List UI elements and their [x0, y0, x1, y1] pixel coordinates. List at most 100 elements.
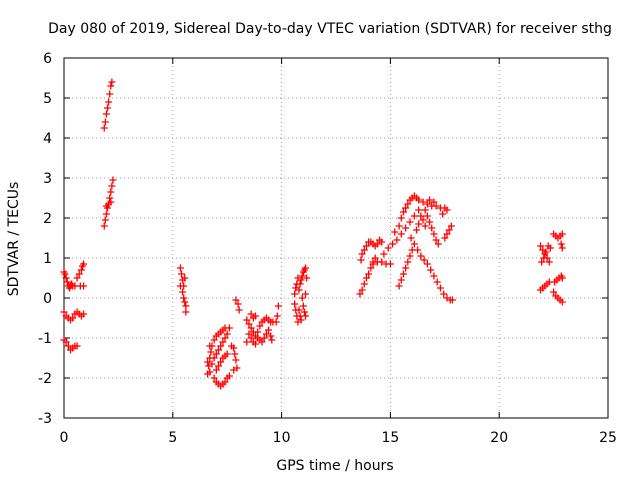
- data-point-marker: [430, 198, 438, 206]
- data-point-marker: [408, 246, 416, 254]
- data-point-marker: [436, 284, 444, 292]
- data-point-marker: [223, 350, 231, 358]
- data-point-marker: [423, 200, 431, 208]
- data-point-marker: [542, 248, 550, 256]
- data-point-marker: [421, 222, 429, 230]
- data-point-marker: [297, 316, 305, 324]
- data-point-marker: [356, 290, 364, 298]
- data-point-marker: [291, 290, 299, 298]
- data-point-marker: [225, 372, 233, 380]
- data-point-marker: [430, 272, 438, 280]
- data-point-marker: [108, 182, 116, 190]
- data-point-marker: [434, 240, 442, 248]
- data-point-marker: [232, 356, 240, 364]
- data-point-marker: [415, 206, 423, 214]
- data-point-marker: [540, 254, 548, 262]
- data-point-marker: [217, 358, 225, 366]
- data-point-marker: [297, 276, 305, 284]
- data-point-marker: [60, 308, 68, 316]
- data-point-marker: [386, 260, 394, 268]
- plot-frame: [63, 57, 609, 419]
- data-point-marker: [439, 210, 447, 218]
- data-point-marker: [272, 318, 280, 326]
- data-point-marker: [102, 202, 110, 210]
- data-point-marker: [550, 288, 558, 296]
- data-point-marker: [63, 278, 71, 286]
- data-point-marker: [428, 224, 436, 232]
- data-point-marker: [210, 354, 218, 362]
- data-point-marker: [256, 322, 264, 330]
- data-point-marker: [367, 264, 375, 272]
- data-point-marker: [73, 342, 81, 350]
- data-point-marker: [421, 206, 429, 214]
- data-point-marker: [537, 242, 545, 250]
- data-point-marker: [80, 260, 88, 268]
- data-point-marker: [380, 250, 388, 258]
- data-point-marker: [397, 214, 405, 222]
- chart-title: Day 080 of 2019, Sidereal Day-to-day VTE…: [48, 21, 612, 37]
- data-point-marker: [214, 346, 222, 354]
- data-point-marker: [254, 328, 262, 336]
- axis-ticks: 0 5 10 15 20 25 -3 -2 -1 0 1 2 3 4 5 6: [38, 51, 617, 446]
- data-point-marker: [219, 338, 227, 346]
- data-point-marker: [440, 290, 448, 298]
- x-tick-label: 20: [490, 430, 508, 446]
- data-point-marker: [402, 204, 410, 212]
- y-tick-label: 2: [43, 211, 52, 227]
- data-point-marker: [432, 236, 440, 244]
- data-point-marker: [243, 316, 251, 324]
- data-point-marker: [545, 258, 553, 266]
- data-point-marker: [106, 194, 114, 202]
- x-tick-label: 5: [168, 430, 177, 446]
- data-point-marker: [231, 350, 239, 358]
- data-point-marker: [181, 274, 189, 282]
- data-point-marker: [302, 312, 310, 320]
- data-point-marker: [176, 264, 184, 272]
- data-point-marker: [415, 196, 423, 204]
- data-point-marker: [358, 250, 366, 258]
- data-point-marker: [295, 306, 303, 314]
- data-point-marker: [420, 256, 428, 264]
- data-point-marker: [212, 350, 220, 358]
- data-point-marker: [417, 212, 425, 220]
- data-point-marker: [102, 210, 110, 218]
- data-point-marker: [558, 274, 566, 282]
- data-point-marker: [75, 270, 83, 278]
- data-point-marker: [397, 230, 405, 238]
- data-point-marker: [267, 332, 275, 340]
- data-point-marker: [433, 278, 441, 286]
- data-point-marker: [406, 252, 414, 260]
- y-tick-label: -1: [38, 331, 52, 347]
- data-point-marker: [62, 274, 70, 282]
- data-point-marker: [423, 260, 431, 268]
- data-point-marker: [298, 272, 306, 280]
- data-point-marker: [373, 240, 381, 248]
- data-point-marker: [393, 236, 401, 244]
- data-point-marker: [265, 326, 273, 334]
- data-point-marker: [207, 348, 215, 356]
- y-tick-label: 4: [43, 131, 52, 147]
- data-point-marker: [212, 366, 220, 374]
- data-point-marker: [210, 374, 218, 382]
- data-point-marker: [302, 290, 310, 298]
- data-point-marker: [268, 336, 276, 344]
- data-point-marker: [291, 300, 299, 308]
- data-point-marker: [445, 226, 453, 234]
- data-point-marker: [180, 294, 188, 302]
- data-point-marker: [410, 240, 418, 248]
- x-tick-label: 15: [381, 430, 399, 446]
- data-point-marker: [357, 256, 365, 264]
- data-point-marker: [410, 212, 418, 220]
- y-tick-label: 3: [43, 171, 52, 187]
- data-point-marker: [245, 330, 253, 338]
- data-point-marker: [395, 222, 403, 230]
- y-axis-label: SDTVAR / TECUs: [6, 182, 22, 297]
- y-tick-label: 5: [43, 91, 52, 107]
- data-point-marker: [228, 342, 236, 350]
- data-point-marker: [182, 302, 190, 310]
- data-point-marker: [251, 340, 259, 348]
- data-point-marker: [397, 276, 405, 284]
- x-tick-label: 25: [599, 430, 617, 446]
